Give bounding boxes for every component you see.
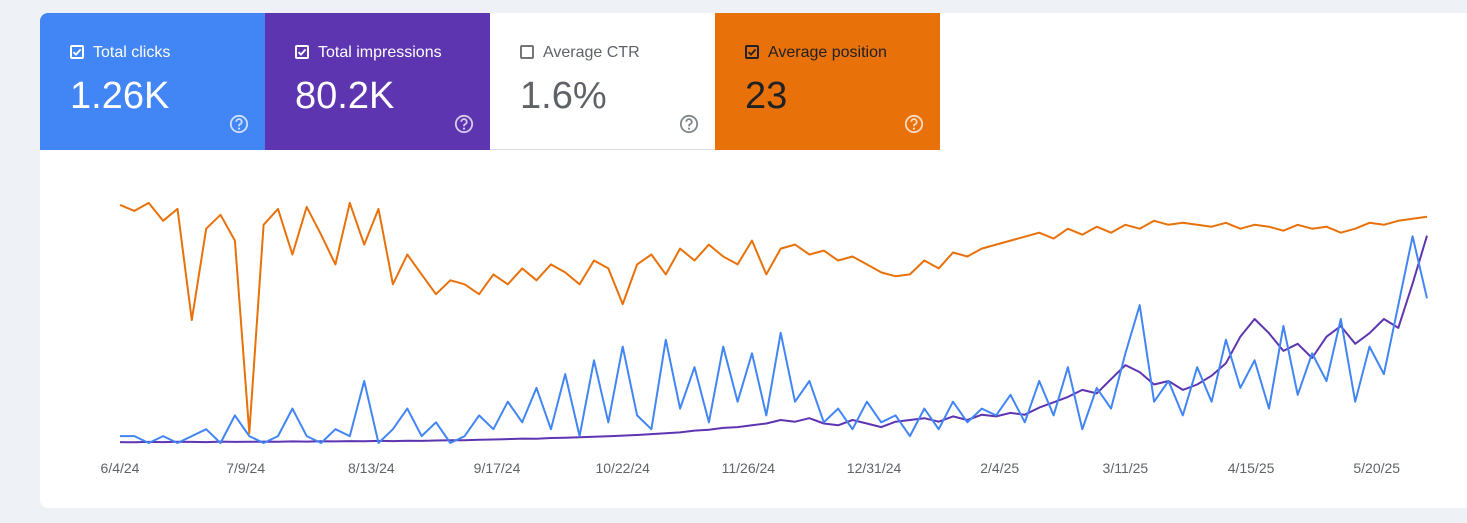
metric-label: Total impressions [318, 44, 442, 61]
help-glyph [454, 114, 474, 134]
chart: 6/4/24 7/9/24 8/13/24 9/17/24 10/22/24 11/26/… [101, 201, 1428, 476]
series-line [119, 201, 1428, 435]
x-tick-label: 12/31/24 [847, 460, 902, 476]
metric-label: Total clicks [93, 44, 171, 61]
check-mark [747, 48, 757, 56]
help-icon[interactable] [904, 114, 924, 139]
metric-tile[interactable]: Average CTR 1.6% [490, 13, 715, 150]
x-tick-label: 10/22/24 [595, 460, 650, 476]
checkbox[interactable] [745, 45, 759, 59]
checkbox[interactable] [295, 45, 309, 59]
metric-value: 23 [745, 75, 788, 117]
checkbox[interactable] [520, 45, 534, 59]
metric-value: 1.26K [70, 75, 170, 117]
metric-value: 1.6% [520, 75, 607, 117]
help-icon[interactable] [454, 114, 474, 139]
metric-label: Average CTR [543, 44, 640, 61]
x-tick-label: 11/26/24 [722, 460, 776, 476]
help-icon[interactable] [679, 114, 699, 139]
x-tick-label: 5/20/25 [1353, 460, 1400, 476]
help-glyph [229, 114, 249, 134]
help-glyph [904, 114, 924, 134]
metric-label: Average position [768, 44, 887, 61]
metric-tile[interactable]: Total clicks 1.26K [40, 13, 265, 150]
x-tick-label: 9/17/24 [474, 460, 521, 476]
series-line [120, 235, 1428, 444]
metric-tile[interactable]: Average position 23 [715, 13, 940, 150]
x-tick-label: 6/4/24 [101, 460, 140, 476]
series-line [119, 235, 1428, 444]
performance-card: 6/4/24 7/9/24 8/13/24 9/17/24 10/22/24 11/26/… [40, 13, 1467, 508]
x-tick-label: 2/4/25 [980, 460, 1019, 476]
check-mark [72, 48, 82, 56]
x-tick-label: 3/11/25 [1103, 460, 1149, 476]
check-mark [297, 48, 307, 56]
metric-tile[interactable]: Total impressions 80.2K [265, 13, 490, 150]
help-icon[interactable] [229, 114, 249, 139]
metric-value: 80.2K [295, 75, 395, 117]
x-tick-label: 7/9/24 [226, 460, 265, 476]
x-tick-label: 4/15/25 [1228, 460, 1275, 476]
help-glyph [679, 114, 699, 134]
checkbox[interactable] [70, 45, 84, 59]
x-tick-label: 8/13/24 [348, 460, 395, 476]
